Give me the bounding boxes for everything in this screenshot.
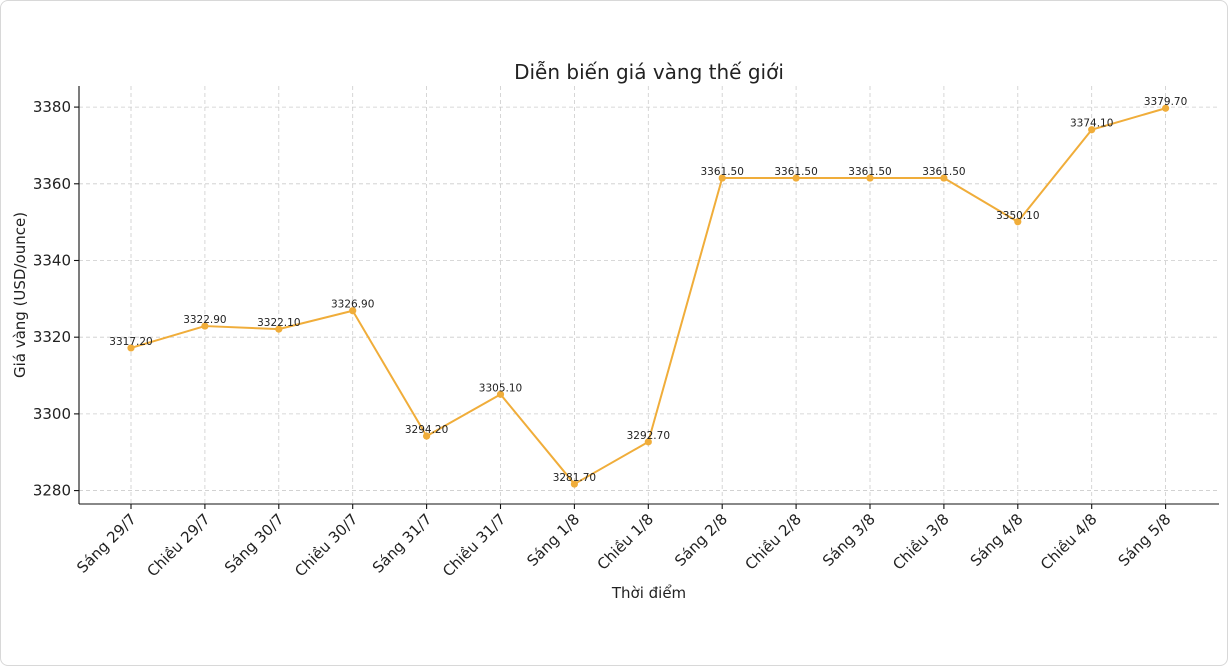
data-point (1162, 104, 1170, 112)
data-point (866, 174, 874, 182)
data-label: 3350.10 (996, 210, 1039, 222)
x-tick-label: Sáng 2/8 (671, 510, 731, 570)
x-tick-label: Sáng 31/7 (369, 510, 436, 577)
grid-layer (79, 86, 1219, 504)
data-point (718, 174, 726, 182)
data-point (940, 174, 948, 182)
y-tick-label: 3280 (33, 482, 71, 500)
data-point (496, 390, 505, 398)
data-point (423, 432, 431, 440)
data-point (570, 480, 579, 488)
axes-layer (78, 86, 1219, 505)
y-tick-label: 3340 (33, 251, 71, 269)
x-tick-label: Chiều 1/8 (594, 510, 657, 573)
chart-title: Diễn biến giá vàng thế giới (514, 60, 784, 84)
data-point (201, 322, 209, 330)
y-axis-title: Giá vàng (USD/ounce) (11, 212, 29, 378)
x-tick-label: Sáng 5/8 (1115, 510, 1175, 570)
data-point (1014, 218, 1022, 226)
y-tick-label: 3360 (33, 175, 71, 193)
data-label: 3292.70 (627, 430, 670, 442)
data-point (644, 438, 652, 446)
x-tick-label: Chiều 29/7 (143, 510, 213, 580)
data-label: 3294.20 (405, 424, 448, 436)
data-point (349, 307, 357, 315)
data-label: 3361.50 (922, 166, 965, 178)
data-label: 3322.90 (183, 314, 226, 326)
x-tick-label: Chiều 31/7 (439, 510, 509, 580)
data-label: 3281.70 (553, 472, 596, 484)
data-point (127, 344, 135, 352)
data-label: 3361.50 (848, 166, 891, 178)
data-point (1088, 126, 1096, 134)
data-label: 3322.10 (257, 317, 300, 329)
x-axis-title: Thời điểm (611, 584, 686, 602)
y-tick-label: 3380 (33, 98, 71, 116)
x-tick-label: Chiều 4/8 (1037, 510, 1100, 573)
data-label: 3361.50 (774, 166, 817, 178)
x-tick-label: Sáng 4/8 (967, 510, 1027, 570)
x-tick-label: Chiều 2/8 (741, 510, 804, 573)
data-label: 3379.70 (1144, 96, 1187, 108)
y-tick-label: 3300 (33, 405, 71, 423)
data-point (792, 174, 800, 182)
x-tick-label: Sáng 30/7 (221, 510, 288, 577)
data-label: 3326.90 (331, 299, 374, 311)
x-tick-label: Chiều 30/7 (291, 510, 361, 580)
data-point (275, 325, 283, 333)
data-label: 3305.10 (479, 382, 522, 394)
x-tick-label: Chiều 3/8 (889, 510, 952, 573)
y-tick-layer: 3280 3300 3320 3340 3360 3380 (33, 98, 79, 500)
x-tick-label: Sáng 3/8 (819, 510, 879, 570)
x-tick-label: Sáng 29/7 (73, 510, 140, 577)
data-label-layer: 3317.20 3322.90 3322.10 3326.90 3294.20 3305.… (109, 96, 1187, 484)
y-tick-label: 3320 (33, 328, 71, 346)
x-tick-layer: Sáng 29/7 Chiều 29/7 Sáng 30/7 Chiều 30/7 Sá… (73, 504, 1174, 580)
series-layer (127, 104, 1170, 488)
data-label: 3317.20 (109, 336, 152, 348)
data-label: 3361.50 (700, 166, 743, 178)
x-tick-label: Sáng 1/8 (523, 510, 583, 570)
data-label: 3374.10 (1070, 118, 1113, 130)
